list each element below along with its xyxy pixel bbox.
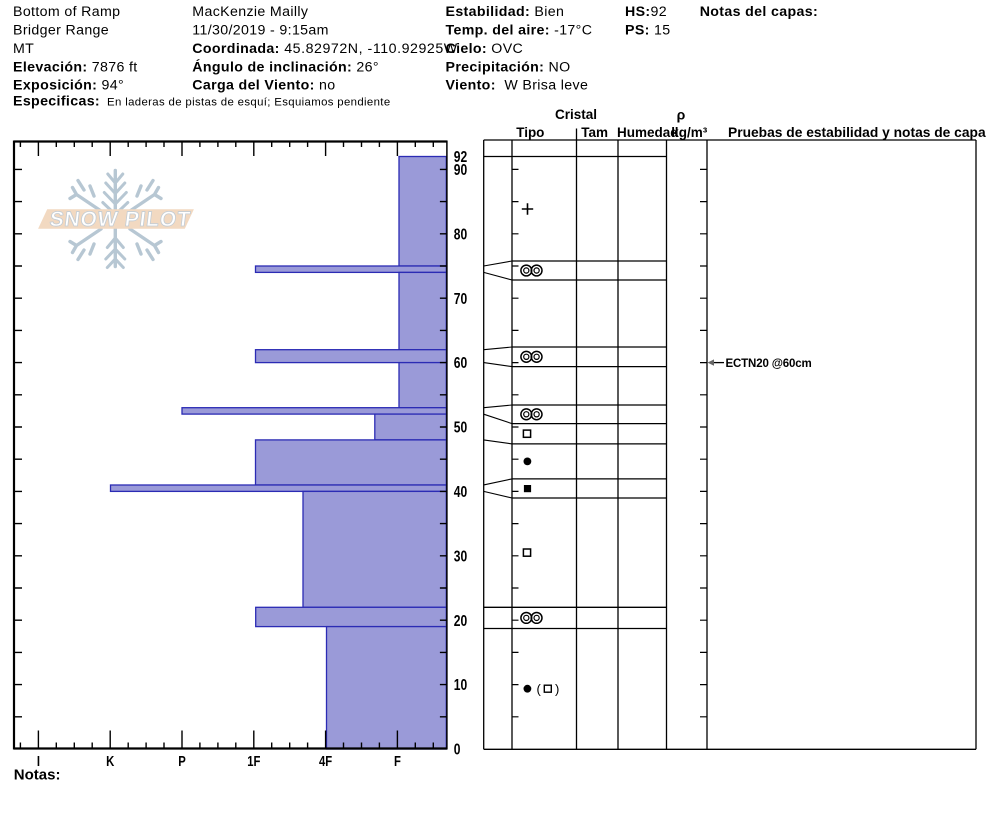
svg-text:0: 0 [454, 740, 461, 758]
svg-text:kg/m³: kg/m³ [671, 125, 708, 140]
svg-text:Cristal: Cristal [555, 107, 597, 122]
svg-text:Notas del capas:: Notas del capas: [700, 4, 818, 20]
svg-text:Bridger Range: Bridger Range [13, 23, 109, 39]
svg-text:F: F [394, 753, 401, 770]
svg-text:20: 20 [454, 611, 468, 629]
svg-text:80: 80 [454, 225, 468, 243]
svg-text:Estabilidad: Bien: Estabilidad: Bien [446, 4, 565, 20]
svg-text:Temp. del aire: -17°C: Temp. del aire: -17°C [446, 23, 593, 39]
svg-text:Especificas: En laderas de pi: Especificas: En laderas de pistas de esq… [13, 93, 391, 109]
svg-text:Tam: Tam [581, 125, 608, 140]
svg-text:60: 60 [454, 354, 468, 372]
svg-text:ρ: ρ [677, 107, 686, 123]
svg-text:SNOW PILOT: SNOW PILOT [48, 208, 192, 231]
svg-text:Precipitación: NO: Precipitación: NO [446, 59, 571, 75]
svg-text:50: 50 [454, 418, 468, 436]
svg-text:Viento: W Brisa leve: Viento: W Brisa leve [446, 78, 589, 94]
svg-text:MT: MT [13, 41, 34, 57]
svg-text:Elevación: 7876 ft: Elevación: 7876 ft [13, 59, 138, 75]
svg-text:): ) [555, 682, 559, 697]
svg-text:P: P [178, 753, 186, 770]
svg-text:40: 40 [454, 483, 468, 501]
svg-text:Humedad: Humedad [617, 125, 679, 140]
svg-text:Notas:: Notas: [14, 767, 61, 784]
svg-text:PS: 15: PS: 15 [625, 23, 670, 39]
svg-text:Ángulo de inclinación: 26°: Ángulo de inclinación: 26° [192, 58, 379, 75]
svg-text:Bottom of Ramp: Bottom of Ramp [13, 4, 120, 20]
svg-text:Exposición: 94°: Exposición: 94° [13, 78, 124, 94]
svg-text:90: 90 [454, 161, 468, 179]
svg-text:11/30/2019 - 9:15am: 11/30/2019 - 9:15am [192, 23, 329, 39]
svg-text:92: 92 [454, 148, 468, 166]
svg-text:ECTN20 @60cm: ECTN20 @60cm [726, 358, 812, 370]
svg-text:Carga del Viento: no: Carga del Viento: no [192, 78, 335, 94]
svg-text:4F: 4F [319, 753, 332, 770]
svg-text:I: I [37, 753, 40, 770]
svg-text:Coordinada: 45.82972N, -110.92: Coordinada: 45.82972N, -110.92925W [192, 41, 457, 57]
svg-text:(: ( [537, 682, 542, 697]
svg-text:30: 30 [454, 547, 468, 565]
svg-text:1F: 1F [247, 753, 260, 770]
svg-text:K: K [106, 753, 115, 770]
svg-text:Cielo: OVC: Cielo: OVC [446, 41, 524, 57]
svg-text:Tipo: Tipo [516, 125, 544, 140]
svg-text:70: 70 [454, 289, 468, 307]
svg-text:MacKenzie Mailly: MacKenzie Mailly [192, 4, 309, 20]
svg-text:10: 10 [454, 676, 468, 694]
svg-text:HS:92: HS:92 [625, 4, 667, 20]
svg-text:Pruebas de estabilidad y notas: Pruebas de estabilidad y notas de capa [728, 125, 986, 140]
